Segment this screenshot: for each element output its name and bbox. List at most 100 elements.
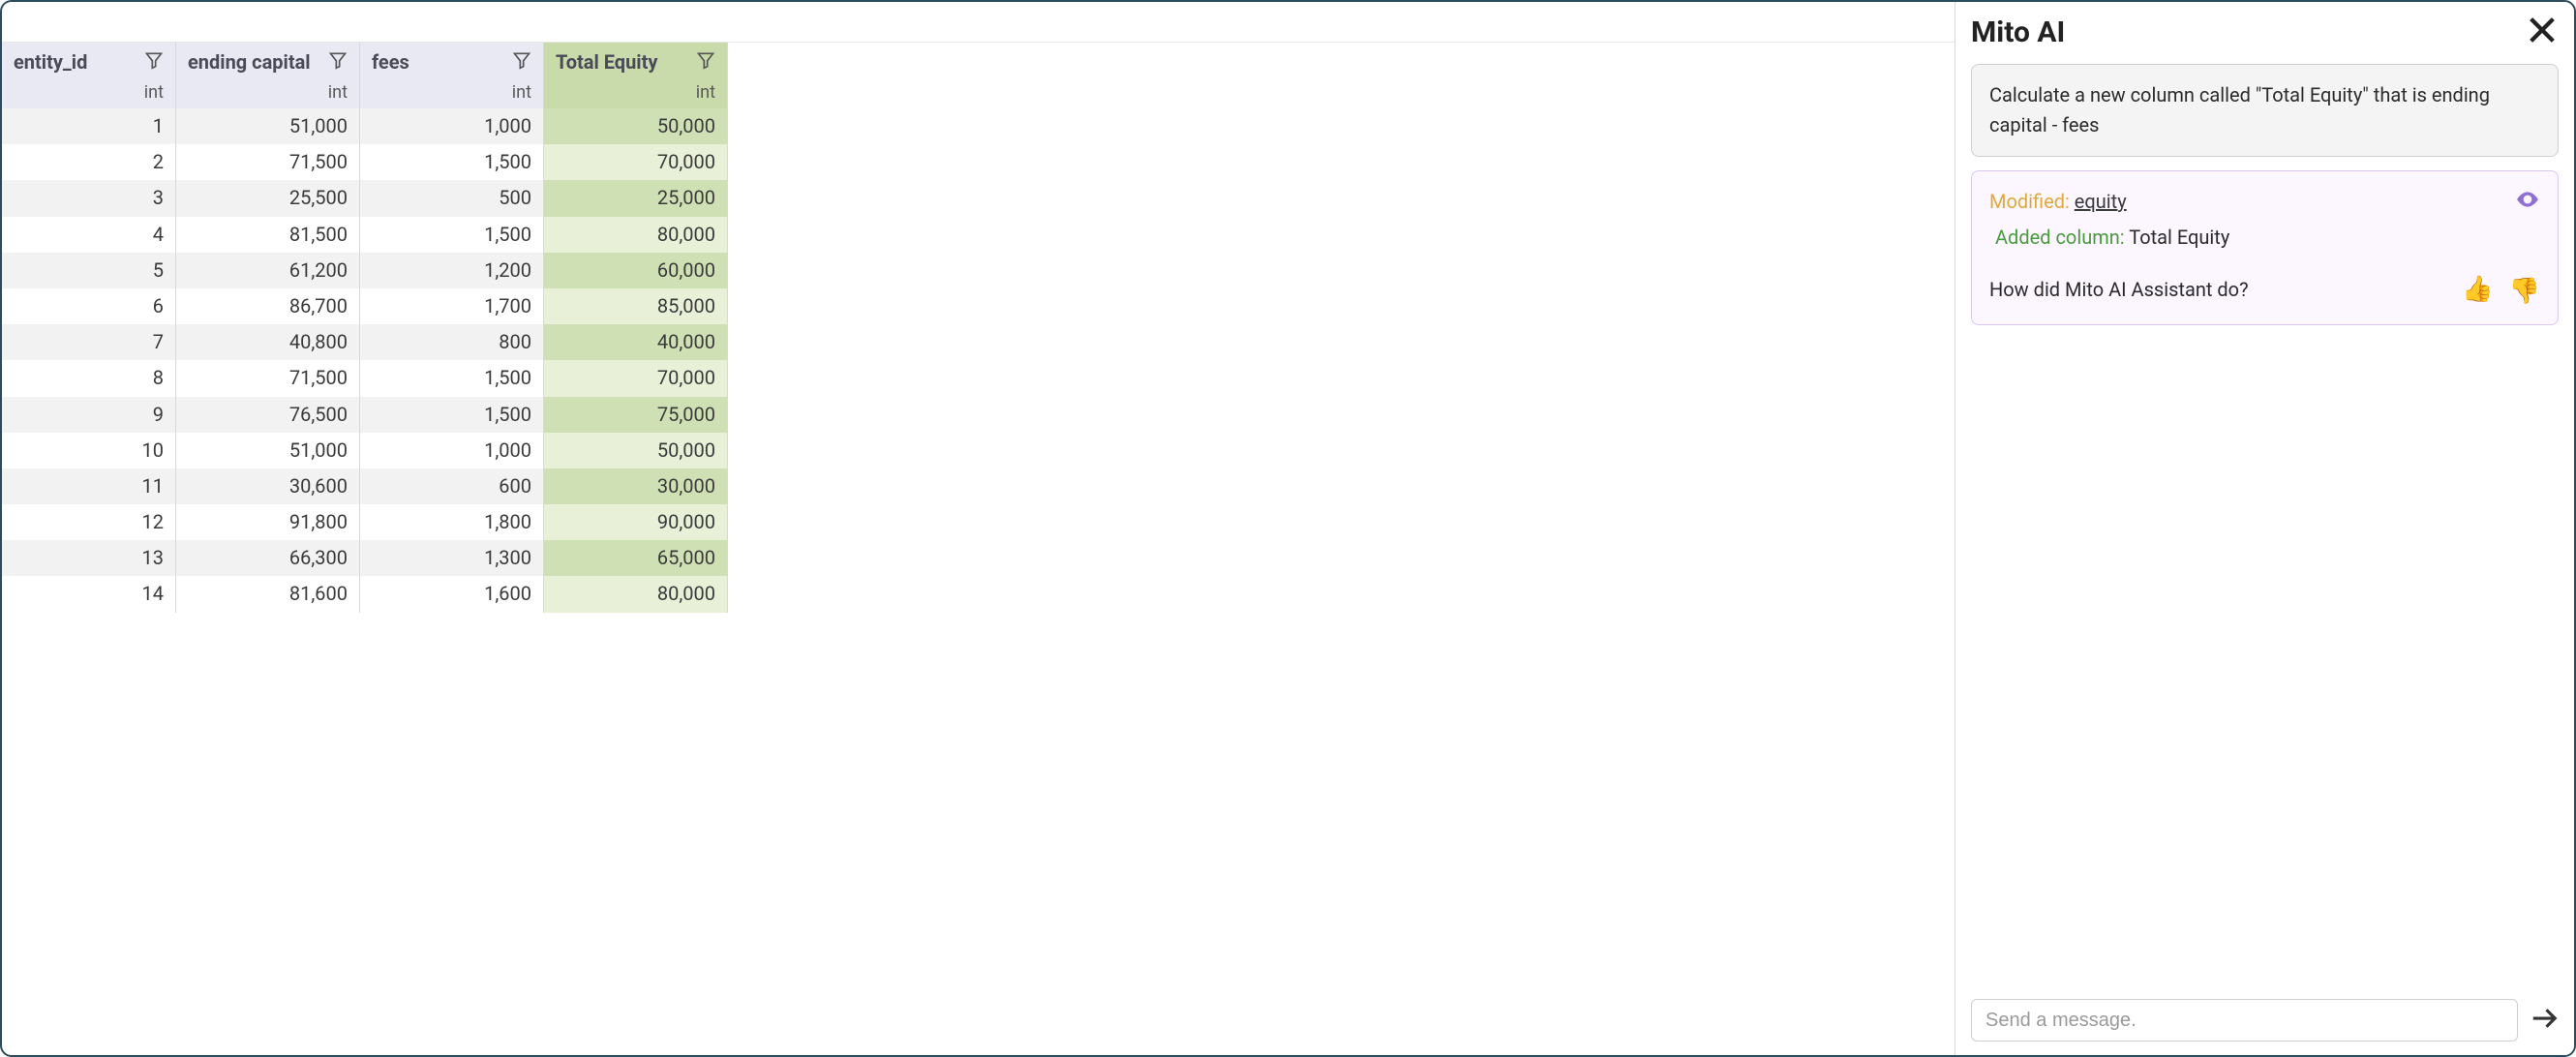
- cell[interactable]: 66,300: [176, 540, 359, 576]
- cell[interactable]: 85,000: [544, 288, 727, 324]
- cell[interactable]: 500: [360, 180, 543, 216]
- column-ending-capital: ending capitalint51,00071,50025,50081,50…: [176, 43, 360, 613]
- column-fees: feesint1,0001,5005001,5001,2001,7008001,…: [360, 43, 544, 613]
- cell[interactable]: 1,500: [360, 397, 543, 433]
- user-prompt-text: Calculate a new column called "Total Equ…: [1989, 83, 2490, 136]
- cell[interactable]: 1,600: [360, 576, 543, 612]
- cell[interactable]: 90,000: [544, 504, 727, 540]
- column-name: entity_id: [14, 50, 87, 74]
- cell[interactable]: 12: [2, 504, 175, 540]
- cell[interactable]: 76,500: [176, 397, 359, 433]
- cell[interactable]: 800: [360, 324, 543, 360]
- column-name: ending capital: [188, 50, 311, 74]
- cell[interactable]: 30,000: [544, 468, 727, 504]
- cell[interactable]: 13: [2, 540, 175, 576]
- cell[interactable]: 7: [2, 324, 175, 360]
- cell[interactable]: 1,000: [360, 433, 543, 468]
- cell[interactable]: 50,000: [544, 108, 727, 144]
- column-dtype: int: [556, 82, 715, 103]
- modified-line: Modified: equity: [1989, 187, 2540, 217]
- cell[interactable]: 600: [360, 468, 543, 504]
- cell[interactable]: 1,300: [360, 540, 543, 576]
- cell[interactable]: 5: [2, 253, 175, 288]
- panel-input-row: [1955, 987, 2574, 1055]
- cell[interactable]: 91,800: [176, 504, 359, 540]
- panel-body: Calculate a new column called "Total Equ…: [1955, 64, 2574, 987]
- user-prompt-card: Calculate a new column called "Total Equ…: [1971, 64, 2559, 157]
- cell[interactable]: 71,500: [176, 360, 359, 396]
- filter-icon[interactable]: [144, 50, 164, 75]
- cell[interactable]: 40,800: [176, 324, 359, 360]
- eye-icon[interactable]: [2515, 187, 2540, 221]
- cell[interactable]: 14: [2, 576, 175, 612]
- cell[interactable]: 86,700: [176, 288, 359, 324]
- column-header[interactable]: entity_idint: [2, 43, 175, 108]
- added-line: Added column: Total Equity: [1989, 223, 2540, 253]
- send-icon[interactable]: [2530, 1004, 2559, 1037]
- data-grid[interactable]: entity_idint1234567891011121314ending ca…: [2, 43, 1955, 613]
- cell[interactable]: 3: [2, 180, 175, 216]
- cell[interactable]: 6: [2, 288, 175, 324]
- cell[interactable]: 75,000: [544, 397, 727, 433]
- app-window: entity_idint1234567891011121314ending ca…: [0, 0, 2576, 1057]
- added-label: Added column:: [1989, 226, 2125, 249]
- ai-panel: Mito AI Calculate a new column called "T…: [1955, 2, 2574, 1055]
- cell[interactable]: 81,600: [176, 576, 359, 612]
- cell[interactable]: 51,000: [176, 433, 359, 468]
- column-dtype: int: [188, 82, 348, 103]
- cell[interactable]: 70,000: [544, 360, 727, 396]
- ai-result-card: Modified: equity Added column: Total Equ…: [1971, 170, 2559, 325]
- cell[interactable]: 80,000: [544, 576, 727, 612]
- column-header[interactable]: Total Equity int: [544, 43, 727, 108]
- thumbs-up-icon[interactable]: 👍: [2462, 270, 2493, 309]
- cell[interactable]: 1,200: [360, 253, 543, 288]
- cell[interactable]: 61,200: [176, 253, 359, 288]
- cell[interactable]: 1: [2, 108, 175, 144]
- cell[interactable]: 30,600: [176, 468, 359, 504]
- cell[interactable]: 50,000: [544, 433, 727, 468]
- cell[interactable]: 10: [2, 433, 175, 468]
- modified-label: Modified:: [1989, 190, 2070, 213]
- column-header[interactable]: feesint: [360, 43, 543, 108]
- cell[interactable]: 2: [2, 144, 175, 180]
- column-header[interactable]: ending capital int: [176, 43, 359, 108]
- column-dtype: int: [372, 82, 531, 103]
- column-name: Total Equity: [556, 50, 657, 74]
- cell[interactable]: 70,000: [544, 144, 727, 180]
- cell[interactable]: 9: [2, 397, 175, 433]
- panel-title: Mito AI: [1971, 15, 2065, 49]
- cell[interactable]: 25,500: [176, 180, 359, 216]
- cell[interactable]: 65,000: [544, 540, 727, 576]
- feedback-question: How did Mito AI Assistant do?: [1989, 275, 2249, 305]
- feedback-row: How did Mito AI Assistant do? 👍 👍: [1989, 270, 2540, 309]
- cell[interactable]: 71,500: [176, 144, 359, 180]
- cell[interactable]: 4: [2, 217, 175, 253]
- modified-target[interactable]: equity: [2075, 190, 2127, 213]
- toolbar-spacer: [2, 2, 1955, 43]
- cell[interactable]: 25,000: [544, 180, 727, 216]
- added-target: Total Equity: [2129, 226, 2229, 249]
- panel-header: Mito AI: [1955, 2, 2574, 64]
- cell[interactable]: 80,000: [544, 217, 727, 253]
- filter-icon[interactable]: [512, 50, 531, 75]
- spreadsheet-area: entity_idint1234567891011121314ending ca…: [2, 2, 1955, 1055]
- cell[interactable]: 40,000: [544, 324, 727, 360]
- cell[interactable]: 1,500: [360, 144, 543, 180]
- cell[interactable]: 1,500: [360, 217, 543, 253]
- cell[interactable]: 60,000: [544, 253, 727, 288]
- column-entity_id: entity_idint1234567891011121314: [2, 43, 176, 613]
- cell[interactable]: 1,500: [360, 360, 543, 396]
- cell[interactable]: 81,500: [176, 217, 359, 253]
- cell[interactable]: 1,000: [360, 108, 543, 144]
- cell[interactable]: 51,000: [176, 108, 359, 144]
- thumbs-down-icon[interactable]: 👍: [2509, 270, 2540, 309]
- cell[interactable]: 8: [2, 360, 175, 396]
- filter-icon[interactable]: [696, 50, 715, 75]
- cell[interactable]: 11: [2, 468, 175, 504]
- filter-icon[interactable]: [328, 50, 348, 75]
- close-icon[interactable]: [2526, 14, 2559, 50]
- column-dtype: int: [14, 82, 164, 103]
- cell[interactable]: 1,800: [360, 504, 543, 540]
- cell[interactable]: 1,700: [360, 288, 543, 324]
- message-input[interactable]: [1971, 999, 2518, 1042]
